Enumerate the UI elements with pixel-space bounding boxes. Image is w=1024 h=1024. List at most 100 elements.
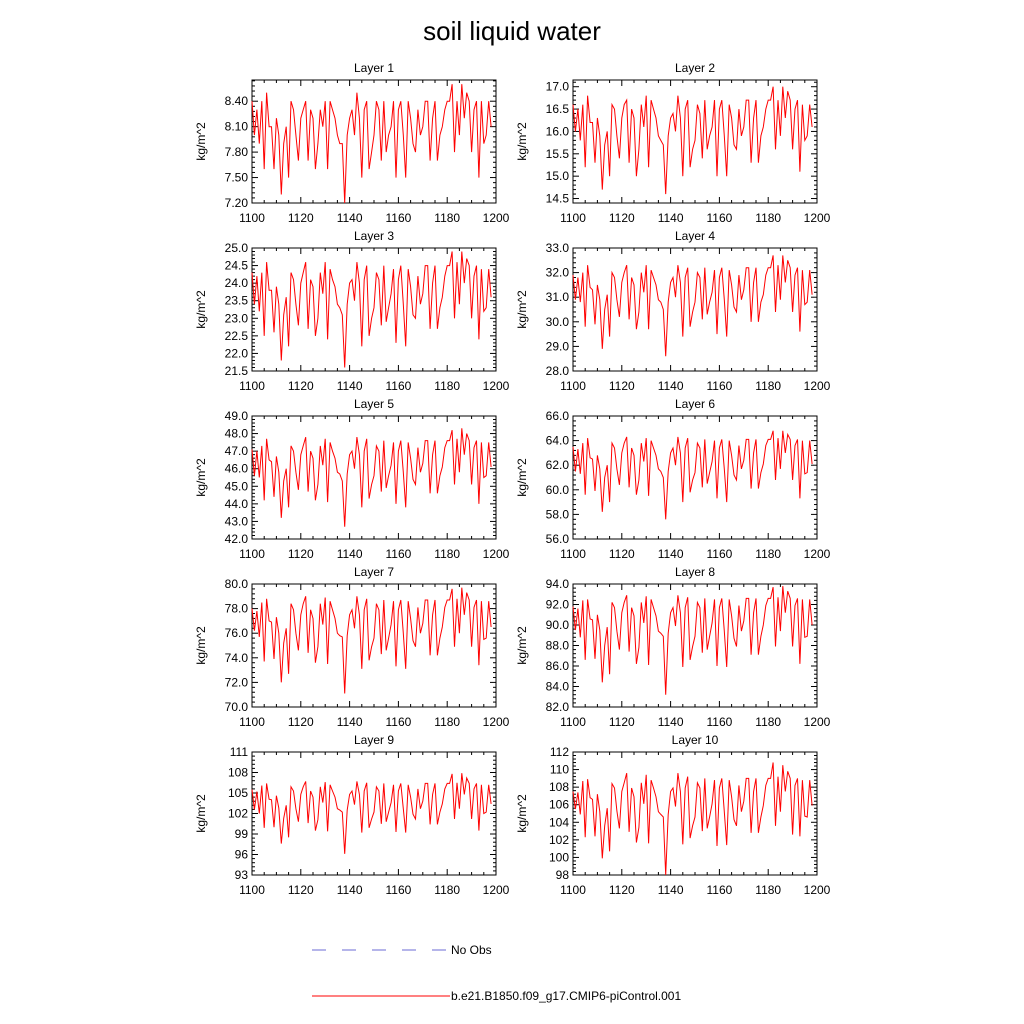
x-tick-label: 1200 — [804, 379, 831, 393]
y-tick-label: 49.0 — [225, 409, 249, 423]
y-tick-label: 62.0 — [546, 458, 570, 472]
x-tick-label: 1120 — [609, 715, 635, 729]
y-tick-label: 16.0 — [546, 124, 570, 138]
legend-item-picontrol: b.e21.B1850.f09_g17.CMIP6-piControl.001 — [312, 989, 681, 1003]
plot-frame — [251, 583, 497, 708]
panel-layer-10: Layer 10 1100 1120 1140 1160 1180 1200 98 100 102… — [515, 733, 831, 897]
y-tick-label: 7.50 — [225, 171, 249, 185]
x-tick-label: 1120 — [609, 211, 635, 225]
x-tick-label: 1100 — [239, 379, 265, 393]
y-tick-label: 15.0 — [546, 169, 570, 183]
x-tick-label: 1180 — [755, 883, 781, 897]
y-tick-label: 31.0 — [546, 290, 570, 304]
y-tick-label: 17.0 — [546, 80, 570, 94]
y-tick-label: 25.0 — [225, 241, 249, 255]
x-tick-label: 1100 — [560, 379, 586, 393]
y-tick-label: 21.5 — [225, 364, 249, 378]
y-tick-label: 47.0 — [225, 444, 249, 458]
x-tick-label: 1160 — [385, 547, 411, 561]
x-tick-label: 1160 — [385, 379, 411, 393]
series-line — [572, 762, 813, 876]
y-tick-label: 92.0 — [546, 598, 570, 612]
x-tick-label: 1140 — [658, 379, 684, 393]
panel-title: Layer 6 — [675, 397, 715, 411]
x-tick-label: 1100 — [239, 211, 265, 225]
x-tick-label: 1120 — [609, 883, 635, 897]
panel-layer-2: Layer 2 1100 1120 1140 1160 1180 1200 14.5 15.0 1… — [515, 61, 831, 225]
x-tick-label: 1140 — [337, 547, 363, 561]
legend: No Obs b.e21.B1850.f09_g17.CMIP6-piContr… — [312, 943, 681, 1003]
panel-layer-3: Layer 3 1100 1120 1140 1160 1180 1200 21.5 22.0 2… — [194, 229, 510, 393]
x-tick-label: 1100 — [560, 883, 586, 897]
y-tick-label: 64.0 — [546, 434, 570, 448]
panel-layer-7: Layer 7 1100 1120 1140 1160 1180 1200 70.0 72.0 7… — [194, 565, 510, 729]
x-tick-label: 1100 — [560, 211, 586, 225]
y-tick-label: 108 — [549, 780, 569, 794]
x-tick-label: 1180 — [434, 379, 460, 393]
x-tick-label: 1180 — [434, 547, 460, 561]
y-axis-label: kg/m^2 — [194, 122, 208, 161]
panel-title: Layer 5 — [354, 397, 394, 411]
y-tick-label: 102 — [228, 807, 248, 821]
x-tick-label: 1160 — [385, 883, 411, 897]
y-tick-label: 94.0 — [546, 577, 570, 591]
panel-layer-9: Layer 9 1100 1120 1140 1160 1180 1200 93 96 99 102… — [194, 733, 510, 897]
y-tick-label: 42.0 — [225, 532, 249, 546]
panel-title: Layer 4 — [675, 229, 715, 243]
panel-title: Layer 10 — [672, 733, 719, 747]
x-tick-label: 1160 — [706, 547, 732, 561]
panel-title: Layer 9 — [354, 733, 394, 747]
x-tick-label: 1180 — [755, 211, 781, 225]
series-line — [251, 84, 492, 204]
x-tick-label: 1100 — [239, 715, 265, 729]
x-tick-label: 1200 — [804, 211, 831, 225]
series-line — [251, 428, 492, 527]
y-tick-label: 98 — [556, 868, 570, 882]
legend-label-picontrol: b.e21.B1850.f09_g17.CMIP6-piControl.001 — [451, 989, 681, 1003]
y-tick-label: 76.0 — [225, 626, 249, 640]
x-tick-label: 1200 — [804, 883, 831, 897]
x-tick-label: 1160 — [385, 715, 411, 729]
y-tick-label: 22.0 — [225, 346, 249, 360]
y-tick-label: 104 — [549, 815, 569, 829]
y-tick-label: 14.5 — [546, 192, 570, 206]
x-tick-label: 1100 — [239, 883, 265, 897]
y-axis-label: kg/m^2 — [515, 458, 529, 497]
x-tick-label: 1160 — [706, 211, 732, 225]
y-tick-label: 72.0 — [225, 675, 249, 689]
x-tick-label: 1100 — [239, 547, 265, 561]
y-axis-label: kg/m^2 — [515, 122, 529, 161]
x-tick-label: 1120 — [288, 883, 314, 897]
y-tick-label: 46.0 — [225, 462, 249, 476]
x-tick-label: 1140 — [337, 211, 363, 225]
y-tick-label: 23.5 — [225, 294, 249, 308]
series-line — [251, 587, 492, 694]
y-tick-label: 84.0 — [546, 680, 570, 694]
series-line — [251, 251, 492, 368]
series-line — [572, 86, 813, 195]
y-tick-label: 16.5 — [546, 102, 570, 116]
x-tick-label: 1120 — [288, 379, 314, 393]
y-tick-label: 28.0 — [546, 364, 570, 378]
legend-label-no-obs: No Obs — [451, 943, 492, 957]
x-tick-label: 1200 — [483, 379, 510, 393]
x-tick-label: 1200 — [804, 547, 831, 561]
y-tick-label: 7.80 — [225, 145, 249, 159]
plot-frame — [572, 415, 818, 540]
x-tick-label: 1200 — [483, 883, 510, 897]
x-tick-label: 1120 — [288, 715, 314, 729]
panel-title: Layer 8 — [675, 565, 715, 579]
x-tick-label: 1100 — [560, 547, 586, 561]
y-tick-label: 32.0 — [546, 266, 570, 280]
y-tick-label: 44.0 — [225, 497, 249, 511]
y-tick-label: 108 — [228, 766, 248, 780]
x-tick-label: 1180 — [434, 211, 460, 225]
x-tick-label: 1160 — [385, 211, 411, 225]
series-line — [251, 773, 492, 854]
y-axis-label: kg/m^2 — [515, 290, 529, 329]
x-tick-label: 1100 — [560, 715, 586, 729]
x-tick-label: 1180 — [434, 715, 460, 729]
y-tick-label: 29.0 — [546, 339, 570, 353]
y-tick-label: 102 — [549, 833, 569, 847]
